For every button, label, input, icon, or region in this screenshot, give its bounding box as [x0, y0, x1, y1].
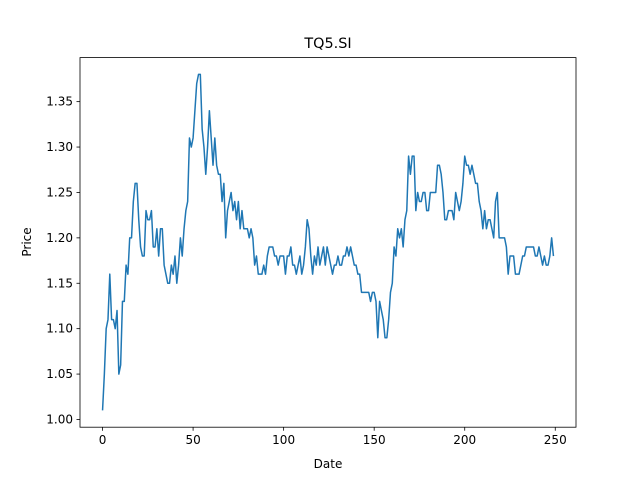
y-tick-label: 1.20 — [46, 231, 73, 245]
price-line — [101, 73, 555, 411]
x-tick-label: 0 — [99, 433, 107, 447]
y-tick-label: 1.25 — [46, 185, 73, 199]
y-tick-label: 1.00 — [46, 412, 73, 426]
y-tick-label: 1.05 — [46, 367, 73, 381]
y-tick-label: 1.10 — [46, 322, 73, 336]
x-tick-label: 50 — [185, 433, 200, 447]
y-tick-label: 1.30 — [46, 140, 73, 154]
plot-frame — [79, 57, 577, 428]
x-tick-label: 200 — [453, 433, 476, 447]
y-axis-label: Price — [20, 227, 34, 256]
y-tick-label: 1.35 — [46, 95, 73, 109]
chart-title: TQ5.SI — [303, 36, 351, 52]
x-axis-label: Date — [314, 457, 343, 471]
y-tick-label: 1.15 — [46, 276, 73, 290]
x-tick-label: 150 — [363, 433, 386, 447]
x-tick-label: 250 — [544, 433, 567, 447]
x-tick-label: 100 — [272, 433, 295, 447]
